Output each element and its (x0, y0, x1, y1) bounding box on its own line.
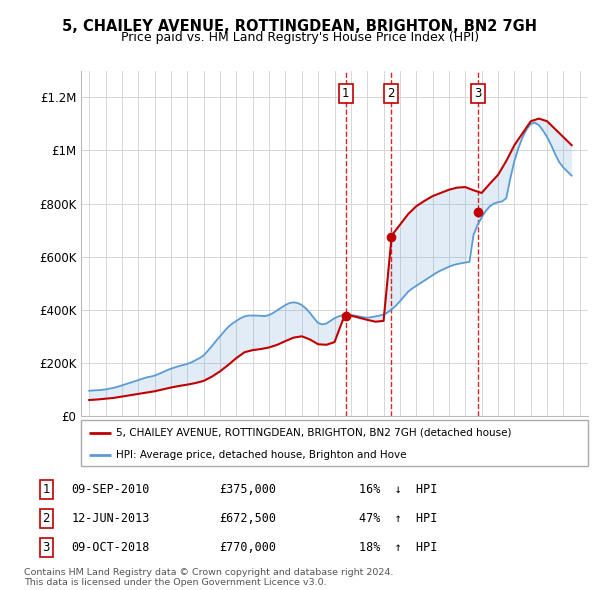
FancyBboxPatch shape (81, 420, 588, 466)
Text: 5, CHAILEY AVENUE, ROTTINGDEAN, BRIGHTON, BN2 7GH: 5, CHAILEY AVENUE, ROTTINGDEAN, BRIGHTON… (62, 19, 538, 34)
Text: £770,000: £770,000 (220, 540, 276, 553)
Text: 09-SEP-2010: 09-SEP-2010 (71, 483, 150, 496)
Text: 12-JUN-2013: 12-JUN-2013 (71, 512, 150, 525)
Text: 2: 2 (387, 87, 395, 100)
Text: 5, CHAILEY AVENUE, ROTTINGDEAN, BRIGHTON, BN2 7GH (detached house): 5, CHAILEY AVENUE, ROTTINGDEAN, BRIGHTON… (116, 428, 512, 438)
Text: 3: 3 (43, 540, 50, 553)
Text: 2: 2 (43, 512, 50, 525)
Text: 47%  ↑  HPI: 47% ↑ HPI (359, 512, 437, 525)
Text: HPI: Average price, detached house, Brighton and Hove: HPI: Average price, detached house, Brig… (116, 450, 407, 460)
Text: This data is licensed under the Open Government Licence v3.0.: This data is licensed under the Open Gov… (24, 578, 326, 587)
Text: Contains HM Land Registry data © Crown copyright and database right 2024.: Contains HM Land Registry data © Crown c… (24, 568, 394, 576)
Text: 09-OCT-2018: 09-OCT-2018 (71, 540, 150, 553)
Text: 18%  ↑  HPI: 18% ↑ HPI (359, 540, 437, 553)
Text: Price paid vs. HM Land Registry's House Price Index (HPI): Price paid vs. HM Land Registry's House … (121, 31, 479, 44)
Text: 3: 3 (474, 87, 482, 100)
Text: £375,000: £375,000 (220, 483, 276, 496)
Text: £672,500: £672,500 (220, 512, 276, 525)
Text: 1: 1 (43, 483, 50, 496)
Text: 1: 1 (342, 87, 350, 100)
Text: 16%  ↓  HPI: 16% ↓ HPI (359, 483, 437, 496)
